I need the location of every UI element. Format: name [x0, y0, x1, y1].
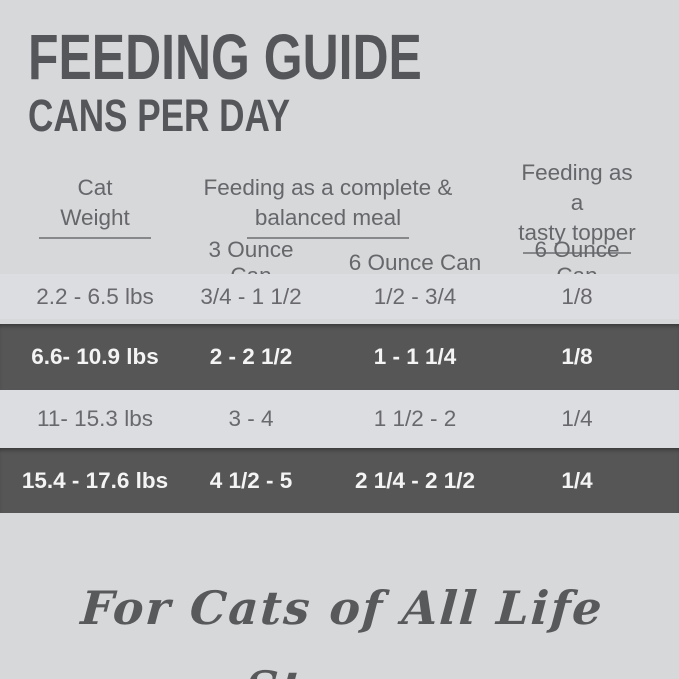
- tagline: For Cats of All Life Stages: [79, 581, 606, 679]
- topper-cell: 1/4: [561, 406, 593, 431]
- table-row: 2.2 - 6.5 lbs 3/4 - 1 1/2 1/2 - 3/4 1/8: [0, 274, 679, 319]
- weight-cell: 6.6- 10.9 lbs: [31, 344, 159, 369]
- topper-cell: 1/8: [561, 344, 593, 369]
- column-header-line: Feeding as a complete &: [203, 175, 453, 200]
- table-row: 11- 15.3 lbs 3 - 4 1 1/2 - 2 1/4: [0, 390, 679, 448]
- header-underline: [39, 237, 151, 239]
- can6-cell: 2 1/4 - 2 1/2: [354, 467, 476, 493]
- table-header-row: Cat Weight Feeding as a complete & balan…: [0, 158, 636, 254]
- table-row-highlighted: 6.6- 10.9 lbs 2 - 2 1/2 1 - 1 1/4 1/8: [0, 324, 679, 390]
- column-header-line: Feeding as a: [521, 160, 633, 215]
- topper-cell: 1/8: [561, 283, 593, 309]
- page-title: FEEDING GUIDE: [28, 21, 422, 93]
- column-header-line: Cat: [77, 175, 113, 200]
- can6-cell: 1 - 1 1/4: [373, 344, 457, 369]
- column-header-cat-weight: Cat Weight: [0, 173, 190, 239]
- subheader-6oz-can: 6 Ounce Can: [348, 250, 482, 275]
- can3-cell: 2 - 2 1/2: [209, 344, 293, 369]
- weight-cell: 11- 15.3 lbs: [37, 406, 153, 431]
- header-underline: [523, 252, 631, 254]
- title-block: FEEDING GUIDE CANS PER DAY: [28, 24, 533, 140]
- weight-cell: 15.4 - 17.6 lbs: [21, 467, 169, 493]
- table-row-highlighted: 15.4 - 17.6 lbs 4 1/2 - 5 2 1/4 - 2 1/2 …: [0, 448, 679, 513]
- can3-cell: 4 1/2 - 5: [209, 467, 293, 493]
- can3-cell: 3 - 4: [228, 406, 274, 431]
- table-subheader-row: 3 Ounce Can 6 Ounce Can 6 Ounce Can: [0, 237, 636, 288]
- column-header-tasty-topper: Feeding as a tasty topper: [518, 158, 636, 254]
- can6-cell: 1/2 - 3/4: [373, 283, 457, 309]
- column-header-line: tasty topper: [518, 220, 636, 245]
- weight-cell: 2.2 - 6.5 lbs: [36, 283, 154, 309]
- column-header-line: Weight: [60, 205, 130, 230]
- column-header-line: balanced meal: [254, 205, 402, 230]
- topper-cell: 1/4: [561, 467, 593, 493]
- header-underline: [247, 237, 409, 239]
- can6-cell: 1 1/2 - 2: [373, 406, 457, 431]
- page-subtitle: CANS PER DAY: [28, 90, 291, 141]
- column-header-complete-meal: Feeding as a complete & balanced meal: [164, 173, 492, 239]
- can3-cell: 3/4 - 1 1/2: [200, 283, 302, 309]
